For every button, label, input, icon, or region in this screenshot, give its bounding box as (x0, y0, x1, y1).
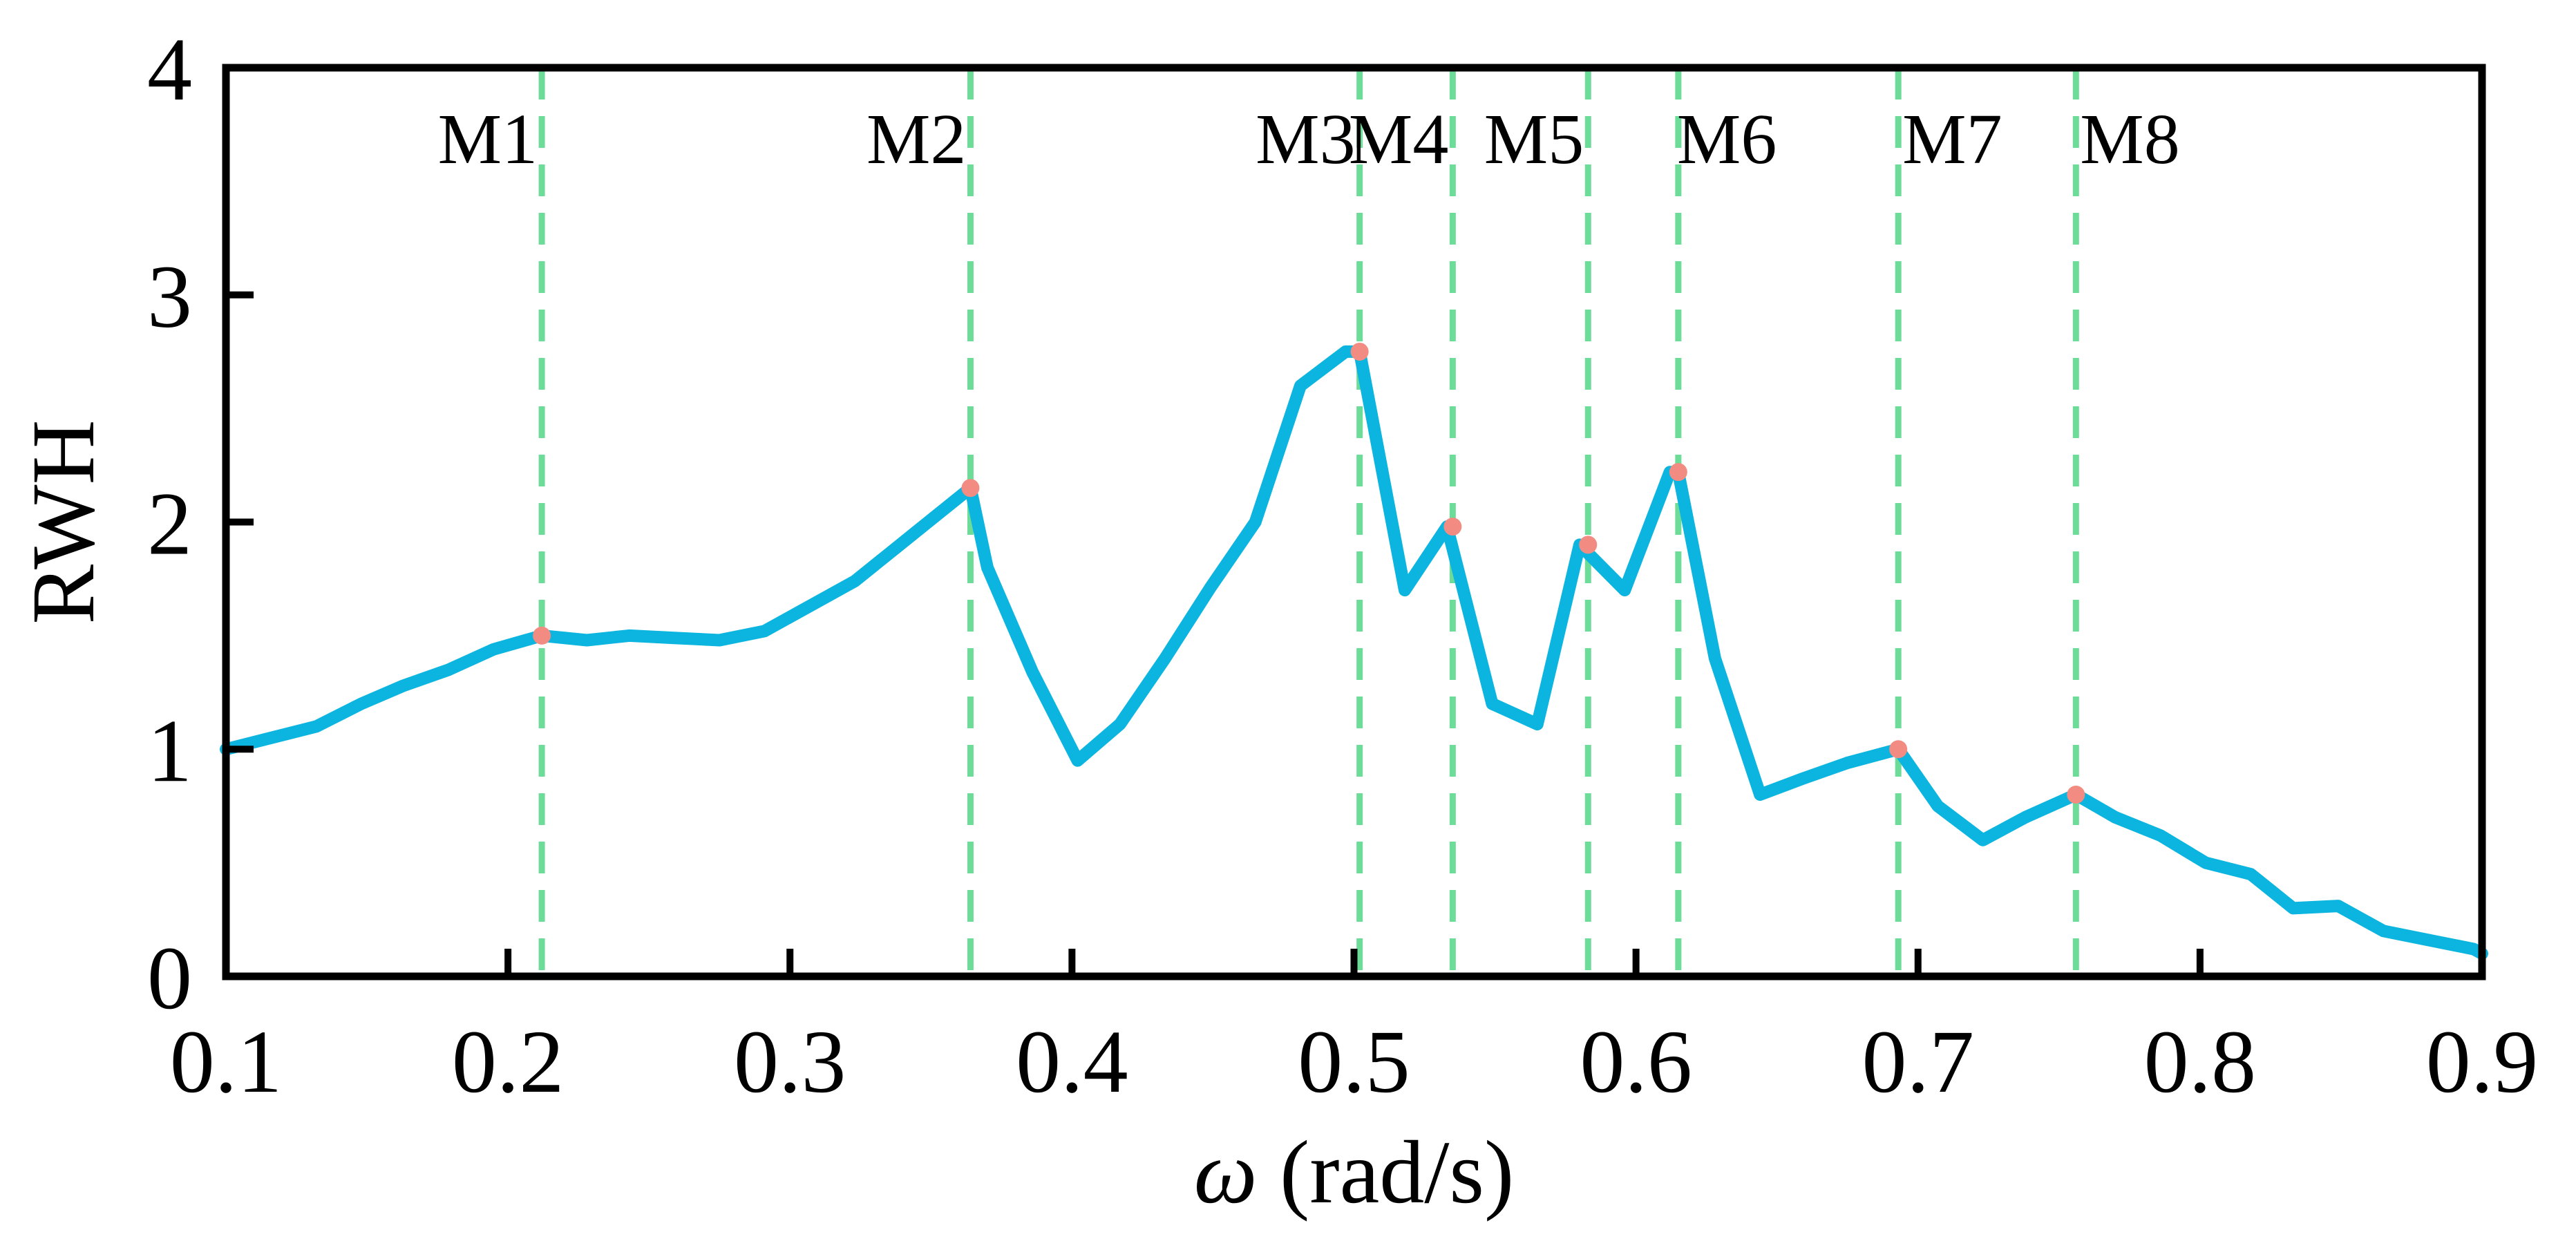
peak-point (1669, 463, 1687, 482)
mode-label-m1: M1 (438, 100, 538, 179)
x-tick-label: 0.8 (2144, 1012, 2257, 1112)
y-tick-label: 4 (147, 20, 192, 120)
x-tick-label: 0.6 (1580, 1012, 1692, 1112)
x-axis-label: ω (rad/s) (1194, 1123, 1515, 1222)
peak-point (1889, 740, 1908, 759)
ticks-layer: 0.1 0.2 0.3 0.4 0.5 0.6 0.7 0.8 0.9 0 1 2 3 4 (147, 20, 2538, 1112)
x-axis-symbol: ω (1194, 1123, 1258, 1222)
peak-point (1579, 536, 1598, 554)
peak-point (1443, 518, 1462, 536)
y-axis-label: RWH (14, 419, 113, 624)
mode-label-m5: M5 (1484, 100, 1584, 179)
mode-label-m4: M4 (1349, 100, 1448, 179)
mode-label-m3: M3 (1256, 100, 1355, 179)
y-tick-label: 3 (147, 247, 192, 347)
x-tick-label: 0.5 (1298, 1012, 1410, 1112)
mode-label-m7: M7 (1902, 100, 2002, 179)
peak-point (533, 626, 551, 645)
x-tick-label: 0.2 (452, 1012, 565, 1112)
y-tick-label: 2 (147, 475, 192, 574)
y-tick-label: 1 (147, 701, 192, 801)
mode-label-m8: M8 (2080, 100, 2179, 179)
x-tick-label: 0.1 (170, 1012, 283, 1112)
peak-point (1350, 342, 1369, 361)
y-tick-label: 0 (147, 929, 192, 1028)
x-axis-unit: (rad/s) (1258, 1123, 1515, 1222)
x-tick-label: 0.9 (2426, 1012, 2539, 1112)
mode-label-m2: M2 (866, 100, 966, 179)
peak-point (961, 479, 980, 498)
x-tick-label: 0.4 (1016, 1012, 1128, 1112)
x-tick-label: 0.7 (1862, 1012, 1975, 1112)
rwh-series-line (220, 345, 2488, 960)
plot-frame (222, 64, 2486, 981)
peak-point (2067, 786, 2085, 804)
x-tick-label: 0.3 (734, 1012, 846, 1112)
mode-label-m6: M6 (1677, 100, 1777, 179)
